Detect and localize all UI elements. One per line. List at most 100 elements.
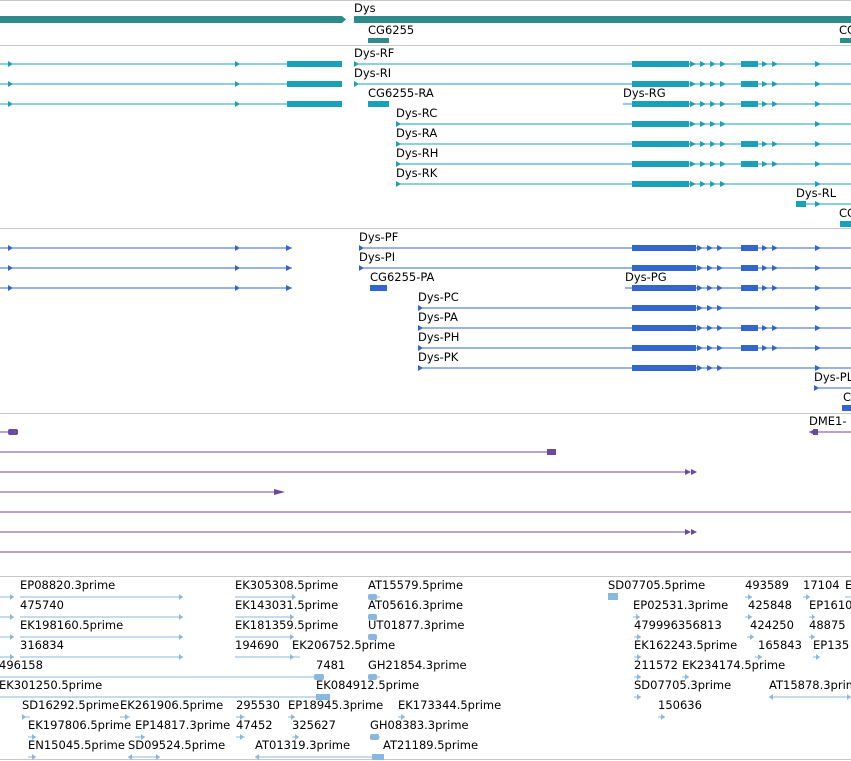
transcript-cg6255-ra[interactable]	[368, 101, 389, 107]
est-label: SD09524.5prime	[128, 738, 225, 752]
gene-feature-cg-cut[interactable]	[840, 38, 851, 43]
protein-dys-pl[interactable]	[814, 385, 851, 411]
gene-label-cg-cut: CG	[839, 23, 851, 37]
est-label: EK305308.5prime	[235, 578, 338, 592]
transcript-dys-ri[interactable]	[354, 81, 851, 87]
est-label: EK197806.5prime	[28, 718, 131, 732]
est-label: GH08383.3prime	[370, 718, 469, 732]
est-label: EK143031.5prime	[235, 598, 338, 612]
gene-feature-dys[interactable]	[354, 16, 851, 23]
est-label: E	[845, 578, 851, 592]
est-label: SD07705.5prime	[608, 578, 705, 592]
est-label: 475740	[20, 598, 64, 612]
est-label: 47452	[236, 718, 273, 732]
protein-dys-pa[interactable]	[418, 325, 851, 331]
purple-label-dme1: DME1-	[809, 414, 847, 428]
transcript-label-dys-rh: Dys-RH	[396, 146, 438, 160]
purple-feature-dme1[interactable]	[809, 429, 851, 435]
est-label: EN15045.5prime	[28, 738, 125, 752]
transcript-dys-rf[interactable]	[354, 61, 851, 67]
est-label: EP02531.3prime	[633, 598, 728, 612]
est-label: EP14817.3prime	[135, 718, 230, 732]
transcript-dys-rk[interactable]	[396, 181, 851, 187]
transcript-dys-rc[interactable]	[396, 121, 851, 127]
protein-label-dys-pk: Dys-PK	[418, 350, 459, 364]
protein-label-dys-pf: Dys-PF	[359, 230, 398, 244]
est-label: EK301250.5prime	[0, 678, 102, 692]
est-label: 17104	[803, 578, 840, 592]
purple-feature-3[interactable]	[0, 469, 697, 475]
est-label: EK181359.5prime	[235, 618, 338, 632]
est-label: 316834	[20, 638, 64, 652]
est-label: UT01877.3prime	[368, 618, 465, 632]
protein-dys-pg[interactable]	[625, 285, 851, 291]
protein-label-dys-pi: Dys-PI	[359, 250, 395, 264]
est-label: 165843	[758, 638, 802, 652]
transcript-dys-ra[interactable]	[396, 141, 851, 147]
protein-dys-pk[interactable]	[418, 365, 851, 371]
transcript-label-dys-ra: Dys-RA	[396, 126, 437, 140]
est-label: EK084912.5prime	[316, 678, 419, 692]
est-label: EP18945.3prime	[288, 698, 383, 712]
protein-dys-pc[interactable]	[418, 305, 851, 311]
est-label: AT21189.5prime	[383, 738, 478, 752]
gene-label-cg6255: CG6255	[368, 23, 414, 37]
protein-dys-ph[interactable]	[418, 345, 851, 351]
gene-feature[interactable]	[0, 16, 342, 23]
protein-dys-pi[interactable]	[359, 265, 851, 271]
est-label: EP08820.3prime	[20, 578, 115, 592]
est-label: 325627	[292, 718, 336, 732]
est-label: EP1610	[809, 598, 851, 612]
transcript-label-dys-ri: Dys-RI	[354, 66, 391, 80]
purple-feature-6[interactable]	[0, 529, 697, 535]
est-track: EP08820.3prime EK305308.5prime AT15579.5…	[0, 578, 851, 760]
protein-dys-pf[interactable]	[359, 245, 851, 251]
est-label: AT15878.3prime	[769, 678, 851, 692]
est-label: SD16292.5prime	[22, 698, 119, 712]
est-label: EP135	[813, 638, 849, 652]
est-label: GH21854.3prime	[368, 658, 467, 672]
est-label: AT05616.3prime	[368, 598, 463, 612]
transcript-track: Dys-RF Dys-RI CG6255-RA Dys-RG Dys-RC Dy…	[0, 46, 851, 227]
protein-cg6255-pa[interactable]	[370, 285, 387, 291]
est-label: 496158	[0, 658, 43, 672]
transcript-label-dys-rc: Dys-RC	[396, 106, 437, 120]
est-label: 479996356813	[634, 618, 722, 632]
purple-feature-track: DME1-	[0, 414, 851, 553]
transcript-dys-rl[interactable]	[796, 201, 851, 227]
transcript-label-dys-rk: Dys-RK	[396, 166, 438, 180]
est-label: 295530	[236, 698, 280, 712]
est-label: 424250	[750, 618, 794, 632]
est-label: 211572	[634, 658, 678, 672]
est-label: SD07705.3prime	[634, 678, 731, 692]
est-label: EK162243.5prime	[634, 638, 737, 652]
est-label: AT01319.3prime	[255, 738, 350, 752]
purple-feature-4[interactable]	[0, 489, 285, 495]
transcript-dys-rh[interactable]	[396, 161, 851, 167]
est-label: 425848	[748, 598, 792, 612]
purple-feature-2[interactable]	[0, 449, 556, 455]
protein-track: Dys-PF Dys-PI CG6255-PA Dys-PG Dys-PC Dy…	[0, 230, 851, 411]
protein-label-dys-pl: Dys-PL	[814, 370, 851, 384]
est-glyphs[interactable]	[10, 593, 851, 760]
gene-track: Dys CG6255 CG	[0, 1, 851, 43]
protein-label-dys-pg: Dys-PG	[625, 270, 667, 284]
est-label: EK206752.5prime	[292, 638, 395, 652]
protein-label-cg6255-pa: CG6255-PA	[370, 270, 435, 284]
protein-label-c-cut: C	[843, 390, 851, 404]
transcript-label-dys-rf: Dys-RF	[354, 46, 394, 60]
purple-feature-1[interactable]	[0, 429, 18, 435]
transcript-label-cg-cut: CC	[839, 206, 851, 220]
est-label: 7481	[316, 658, 345, 672]
transcript-label-dys-rl: Dys-RL	[796, 186, 837, 200]
transcript-dys-rg[interactable]	[623, 101, 851, 107]
est-label: EK198160.5prime	[20, 618, 123, 632]
est-label: 150636	[658, 698, 702, 712]
est-label: EK173344.5prime	[398, 698, 501, 712]
est-label: 493589	[745, 578, 789, 592]
transcript-label-dys-rg: Dys-RG	[623, 86, 666, 100]
gene-feature-cg6255[interactable]	[368, 38, 389, 43]
est-label: 194690	[235, 638, 279, 652]
